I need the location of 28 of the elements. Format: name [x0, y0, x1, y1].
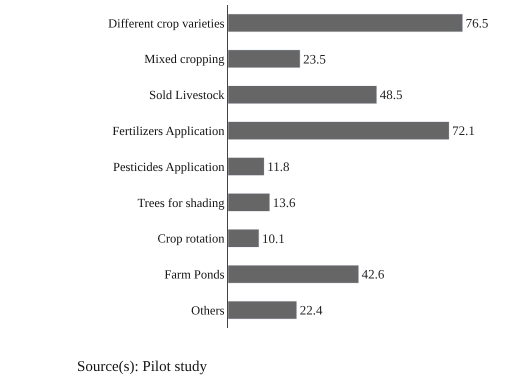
data-label: 13.6	[272, 194, 296, 210]
bar	[228, 121, 450, 140]
data-label: 11.8	[267, 159, 290, 174]
y-tick-label: Farm Ponds	[164, 268, 225, 282]
data-label: 72.1	[452, 123, 475, 138]
bar	[228, 14, 463, 32]
bar	[228, 229, 260, 248]
y-tick-label: Sold Livestock	[149, 88, 226, 102]
source-note: Source(s): Pilot study	[77, 359, 208, 375]
bar	[228, 86, 378, 104]
y-tick-label: Fertilizers Application	[112, 124, 226, 138]
y-tick-label: Others	[191, 303, 225, 318]
y-tick-label: Mixed cropping	[144, 52, 226, 66]
data-label: 23.5	[303, 51, 326, 66]
data-label: 48.5	[380, 87, 403, 102]
y-tick-label: Different crop varieties	[108, 16, 225, 30]
y-tick-label: Crop rotation	[157, 232, 226, 246]
y-tick-label: Trees for shading	[137, 196, 226, 210]
data-label: 42.6	[362, 266, 385, 282]
data-label: 22.4	[300, 302, 323, 318]
bar	[228, 157, 264, 176]
bar	[228, 300, 297, 320]
data-label: 76.5	[466, 15, 488, 30]
bar	[228, 193, 270, 212]
y-tick-label: Pesticides Application	[113, 160, 226, 174]
data-label: 10.1	[262, 230, 285, 246]
bar	[228, 264, 359, 284]
bar	[228, 50, 300, 68]
